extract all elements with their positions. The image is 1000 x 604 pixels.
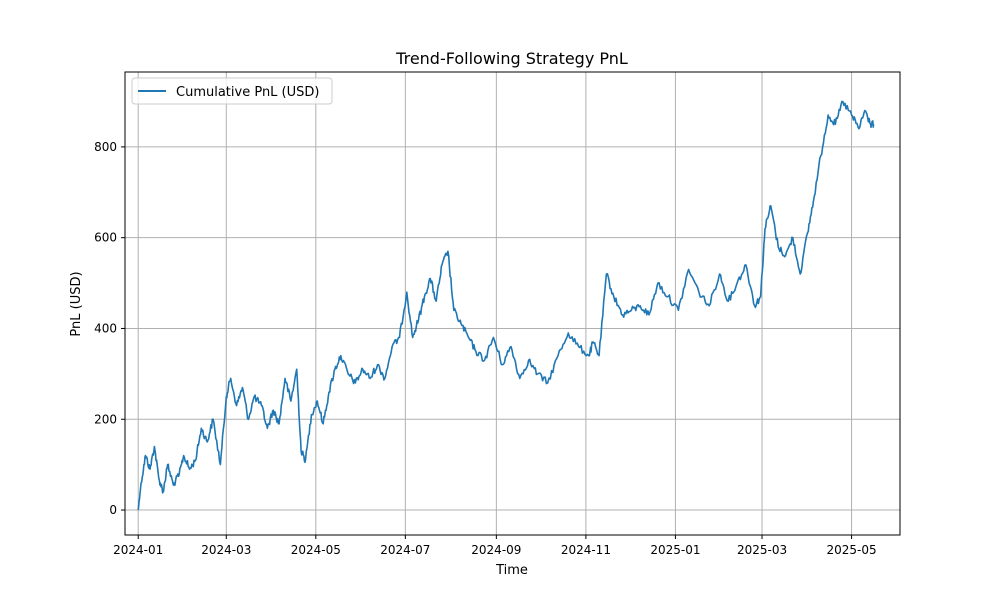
y-axis-label: PnL (USD) xyxy=(69,271,84,336)
y-axis: 0 200 400 600 800 xyxy=(94,140,125,517)
y-tick-label: 600 xyxy=(94,231,117,245)
y-tick-label: 200 xyxy=(94,412,117,426)
x-tick-label: 2025-01 xyxy=(650,543,700,557)
grid xyxy=(125,72,900,535)
x-tick-label: 2024-11 xyxy=(561,543,611,557)
x-tick-label: 2024-03 xyxy=(201,543,251,557)
y-tick-label: 0 xyxy=(109,503,117,517)
x-tick-label: 2024-01 xyxy=(113,543,163,557)
plot-frame xyxy=(124,71,901,536)
x-tick-label: 2025-05 xyxy=(826,543,876,557)
x-axis-label: Time xyxy=(495,563,528,578)
chart-title: Trend-Following Strategy PnL xyxy=(395,49,628,68)
x-tick-label: 2024-05 xyxy=(291,543,341,557)
series-line-cumulative-pnl xyxy=(137,100,875,511)
y-tick-label: 400 xyxy=(94,321,117,335)
y-tick-label: 800 xyxy=(94,140,117,154)
x-axis: 2024-01 2024-03 2024-05 2024-07 2024-09 2024-… xyxy=(113,535,877,557)
legend-box xyxy=(131,77,333,105)
x-tick-label: 2024-07 xyxy=(380,543,430,557)
legend: Cumulative PnL (USD) xyxy=(131,77,333,105)
legend-label: Cumulative PnL (USD) xyxy=(176,85,319,100)
x-tick-label: 2025-03 xyxy=(737,543,787,557)
x-tick-label: 2024-09 xyxy=(471,543,521,557)
series-layer xyxy=(137,100,875,511)
